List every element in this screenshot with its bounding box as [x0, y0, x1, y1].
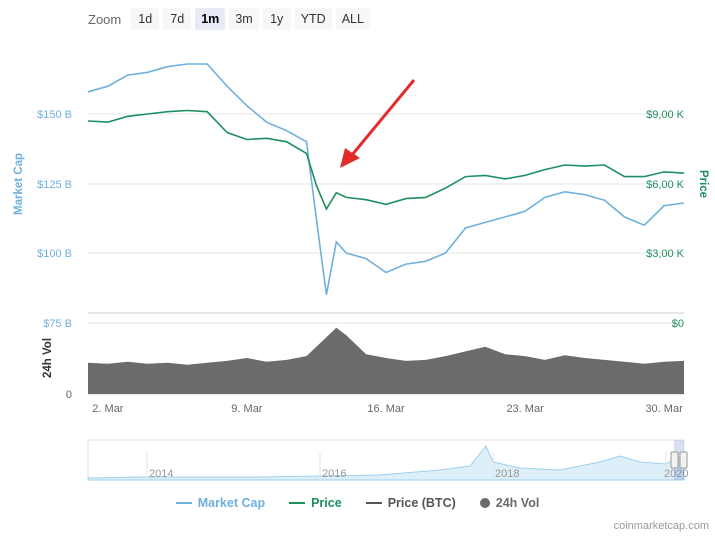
- legend-swatch-price: [289, 502, 306, 504]
- market-cap-line: [87, 63, 685, 295]
- price-line: [87, 109, 685, 211]
- vol-tick-zero: 0: [66, 389, 72, 401]
- nav-tick-2016: 2016: [322, 468, 346, 480]
- left-tick-100: $100 B: [37, 248, 72, 260]
- nav-tick-2014: 2014: [149, 468, 173, 480]
- credit-text: coinmarketcap.com: [613, 520, 709, 532]
- x-tick-label: 9. Mar: [231, 403, 263, 415]
- x-tick-label: 30. Mar: [645, 403, 683, 415]
- left-tick-125: $125 B: [37, 179, 72, 191]
- right-tick-3000: $3,00 K: [646, 248, 685, 260]
- x-tick-label: 16. Mar: [367, 403, 405, 415]
- x-tick-label: 2. Mar: [92, 403, 124, 415]
- zoom-7d-button[interactable]: 7d: [163, 8, 192, 30]
- arrow-head: [340, 148, 360, 168]
- legend-label-price: Price: [311, 496, 342, 510]
- zoom-1y-button[interactable]: 1y: [262, 8, 291, 30]
- legend-swatch-price-btc: [365, 502, 382, 504]
- x-tick-label: 23. Mar: [506, 403, 544, 415]
- vol-axis-title: 24h Vol: [42, 338, 54, 378]
- grid-lines: [88, 113, 684, 395]
- annotation-arrow: [340, 79, 416, 168]
- navigator-frame: [87, 439, 685, 481]
- x-tick-labels: 2. Mar 9. Mar 16. Mar 23. Mar 30. Mar: [92, 403, 683, 415]
- legend-item-price[interactable]: Price: [289, 496, 342, 510]
- navigator-handle-left[interactable]: [670, 451, 679, 469]
- legend: Market Cap Price Price (BTC) 24h Vol: [0, 496, 715, 510]
- legend-swatch-24h-vol: [479, 498, 490, 508]
- navigator-selection[interactable]: [674, 440, 684, 480]
- legend-label-price-btc: Price (BTC): [387, 496, 456, 510]
- right-axis-title: Price: [697, 170, 709, 198]
- left-axis-title: Market Cap: [13, 153, 25, 215]
- zoom-3m-button[interactable]: 3m: [229, 8, 259, 30]
- left-tick-150: $150 B: [37, 109, 72, 121]
- zoom-1m-button[interactable]: 1m: [195, 8, 226, 30]
- navigator-handle-right[interactable]: [679, 451, 688, 469]
- right-tick-6000: $6,00 K: [646, 179, 685, 191]
- legend-label-24h-vol: 24h Vol: [495, 496, 540, 510]
- zoom-label: Zoom: [88, 11, 122, 27]
- nav-tick-2018: 2018: [495, 468, 519, 480]
- navigator[interactable]: 2014 2016 2018 2020: [87, 439, 688, 481]
- legend-item-24h-vol[interactable]: 24h Vol: [479, 496, 540, 510]
- arrow-shaft: [350, 79, 416, 156]
- zoom-1d-button[interactable]: 1d: [131, 8, 160, 30]
- zoom-ytd-button[interactable]: YTD: [294, 8, 332, 30]
- zoom-all-button[interactable]: ALL: [335, 8, 370, 30]
- vol-tick-75b: $75 B: [43, 318, 72, 330]
- legend-item-price-btc[interactable]: Price (BTC): [365, 496, 456, 510]
- right-tick-9000: $9,00 K: [646, 109, 685, 121]
- legend-label-market-cap: Market Cap: [197, 496, 266, 510]
- legend-item-market-cap[interactable]: Market Cap: [175, 496, 266, 510]
- nav-tick-2020: 2020: [664, 468, 688, 480]
- zoom-bar: Zoom 1d 7d 1m 3m 1y YTD ALL: [88, 8, 370, 30]
- vol-right-tick-zero: $0: [672, 318, 684, 330]
- volume-area: [88, 327, 684, 394]
- legend-swatch-market-cap: [175, 502, 192, 504]
